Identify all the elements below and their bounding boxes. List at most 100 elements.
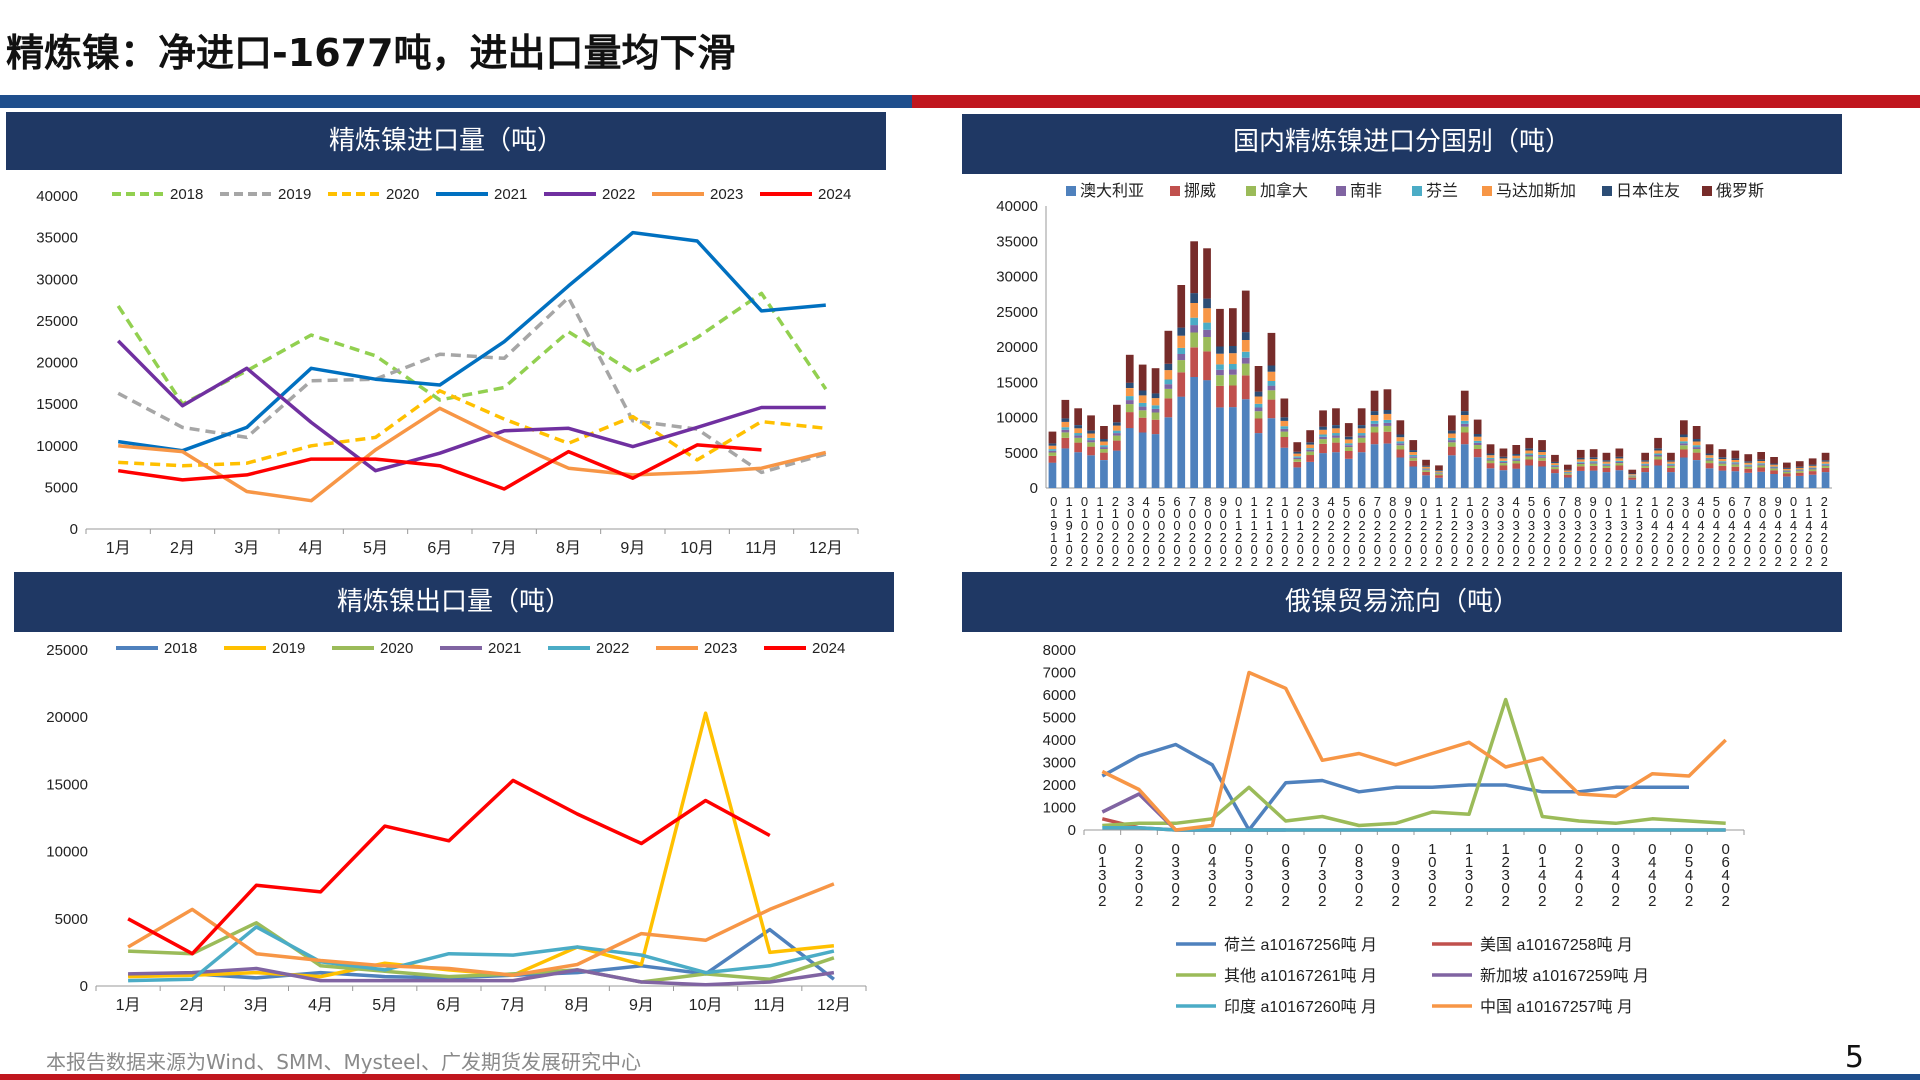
bar-segment-加拿大 (1731, 464, 1740, 467)
bar-segment-俄罗斯 (1048, 431, 1057, 444)
bar-segment-南非 (1538, 456, 1546, 458)
bar-segment-马达加斯加 (1744, 462, 1753, 465)
legend-label: 2021 (488, 640, 521, 657)
bar-segment-加拿大 (1486, 460, 1495, 464)
bar-segment-加拿大 (1164, 389, 1173, 399)
x-tick-label: 0 (1374, 542, 1381, 557)
bar-segment-南非 (1332, 435, 1340, 438)
legend-label: 日本住友 (1616, 182, 1680, 200)
x-tick-label: 0 (1281, 841, 1289, 858)
x-tick-label: 3 (1559, 518, 1566, 533)
x-tick-label: 2 (1389, 554, 1396, 569)
bar-segment-俄罗斯 (1705, 444, 1714, 454)
x-tick-label: 2 (1220, 554, 1227, 569)
x-tick-label: 0 (1744, 542, 1751, 557)
x-tick-label: 2 (1135, 893, 1143, 910)
x-tick-label: 2 (1312, 554, 1319, 569)
bar-segment-芬兰 (1705, 457, 1714, 460)
x-tick-label: 1 (1066, 530, 1073, 545)
legend-label: 2022 (602, 186, 635, 203)
x-tick-label: 4 (1759, 518, 1766, 533)
bar-segment-澳大利亚 (1087, 455, 1095, 488)
x-tick-label: 0 (1189, 506, 1196, 521)
legend-label: 2024 (818, 186, 851, 203)
x-tick-label: 0 (1667, 542, 1674, 557)
x-tick-label: 0 (1135, 841, 1143, 858)
x-tick-label: 0 (1312, 506, 1319, 521)
bar-segment-芬兰 (1512, 458, 1521, 460)
x-tick-label: 2 (1374, 530, 1381, 545)
legend-label: 其他 a10167261吨 月 (1224, 967, 1377, 985)
y-tick-label: 3000 (1043, 755, 1076, 772)
x-tick-label: 3 (1355, 867, 1363, 884)
bar-segment-日本住友 (1589, 457, 1598, 459)
x-tick-label: 0 (1235, 542, 1242, 557)
bar-segment-加拿大 (1383, 425, 1392, 432)
x-tick-label: 0 (1171, 880, 1179, 897)
x-tick-label: 4 (1667, 518, 1674, 533)
bar-segment-日本住友 (1344, 436, 1353, 440)
x-tick-label: 0 (1096, 542, 1103, 557)
y-tick-label: 40000 (996, 198, 1038, 215)
x-tick-label: 0 (1173, 542, 1180, 557)
bar-segment-加拿大 (1602, 465, 1611, 468)
bar-segment-南非 (1448, 440, 1456, 443)
x-tick-label: 4 (1697, 494, 1704, 509)
bar-segment-澳大利亚 (1319, 453, 1327, 488)
x-tick-label: 4 (1697, 518, 1704, 533)
x-tick-label: 0 (1158, 542, 1165, 557)
x-tick-label: 6 (1728, 494, 1735, 509)
legend-label: 芬兰 (1426, 182, 1458, 200)
x-tick-label: 3月 (244, 997, 269, 1014)
x-tick-label: 0 (1171, 841, 1179, 858)
x-tick-label: 9 (1774, 494, 1781, 509)
bar-segment-挪威 (1383, 431, 1392, 444)
bar-segment-俄罗斯 (1473, 419, 1482, 434)
bar-segment-挪威 (1216, 385, 1224, 408)
x-tick-label: 2 (1713, 554, 1720, 569)
bar-segment-加拿大 (1512, 460, 1521, 464)
bar-segment-俄罗斯 (1151, 368, 1160, 394)
bar-segment-澳大利亚 (1409, 466, 1418, 488)
bar-segment-芬兰 (1628, 475, 1637, 476)
bar-segment-加拿大 (1229, 374, 1237, 386)
bar-segment-南非 (1074, 435, 1082, 438)
x-tick-label: 2 (1528, 530, 1535, 545)
bar-segment-加拿大 (1216, 375, 1224, 386)
x-tick-label: 4 (1805, 518, 1812, 533)
x-tick-label: 11月 (753, 997, 786, 1014)
bar-segment-芬兰 (1718, 461, 1727, 463)
y-tick-label: 20000 (996, 339, 1038, 356)
x-tick-label: 6 (1721, 854, 1729, 871)
x-tick-label: 0 (1790, 494, 1797, 509)
x-tick-label: 3 (1605, 518, 1612, 533)
bar-segment-芬兰 (1164, 379, 1173, 385)
x-tick-label: 2 (1497, 530, 1504, 545)
x-tick-label: 2 (1435, 518, 1442, 533)
bar-segment-加拿大 (1783, 472, 1791, 474)
bar-segment-加拿大 (1357, 437, 1366, 443)
x-tick-label: 0 (1721, 841, 1729, 858)
bar-segment-挪威 (1538, 460, 1546, 467)
y-tick-label: 35000 (36, 230, 78, 247)
x-tick-label: 0 (1208, 880, 1216, 897)
x-tick-label: 2 (1250, 530, 1257, 545)
series-line-2021 (128, 966, 835, 987)
x-tick-label: 0 (1066, 542, 1073, 557)
bar-segment-澳大利亚 (1344, 458, 1353, 488)
bar-segment-加拿大 (1241, 363, 1250, 376)
x-tick-label: 2 (1158, 530, 1165, 545)
bar-segment-马达加斯加 (1692, 441, 1701, 446)
bar-segment-俄罗斯 (1254, 366, 1263, 392)
bar-segment-日本住友 (1100, 439, 1108, 442)
bar-segment-日本住友 (1667, 460, 1675, 462)
bar-segment-挪威 (1602, 467, 1611, 473)
x-tick-label: 3 (1574, 518, 1581, 533)
bar-segment-加拿大 (1641, 465, 1649, 468)
bar-segment-日本住友 (1113, 422, 1121, 426)
x-tick-label: 6 (1543, 494, 1550, 509)
y-tick-label: 25000 (996, 304, 1038, 321)
x-tick-label: 0 (1281, 542, 1288, 557)
bar-segment-挪威 (1641, 467, 1649, 473)
bar-segment-马达加斯加 (1795, 467, 1804, 470)
